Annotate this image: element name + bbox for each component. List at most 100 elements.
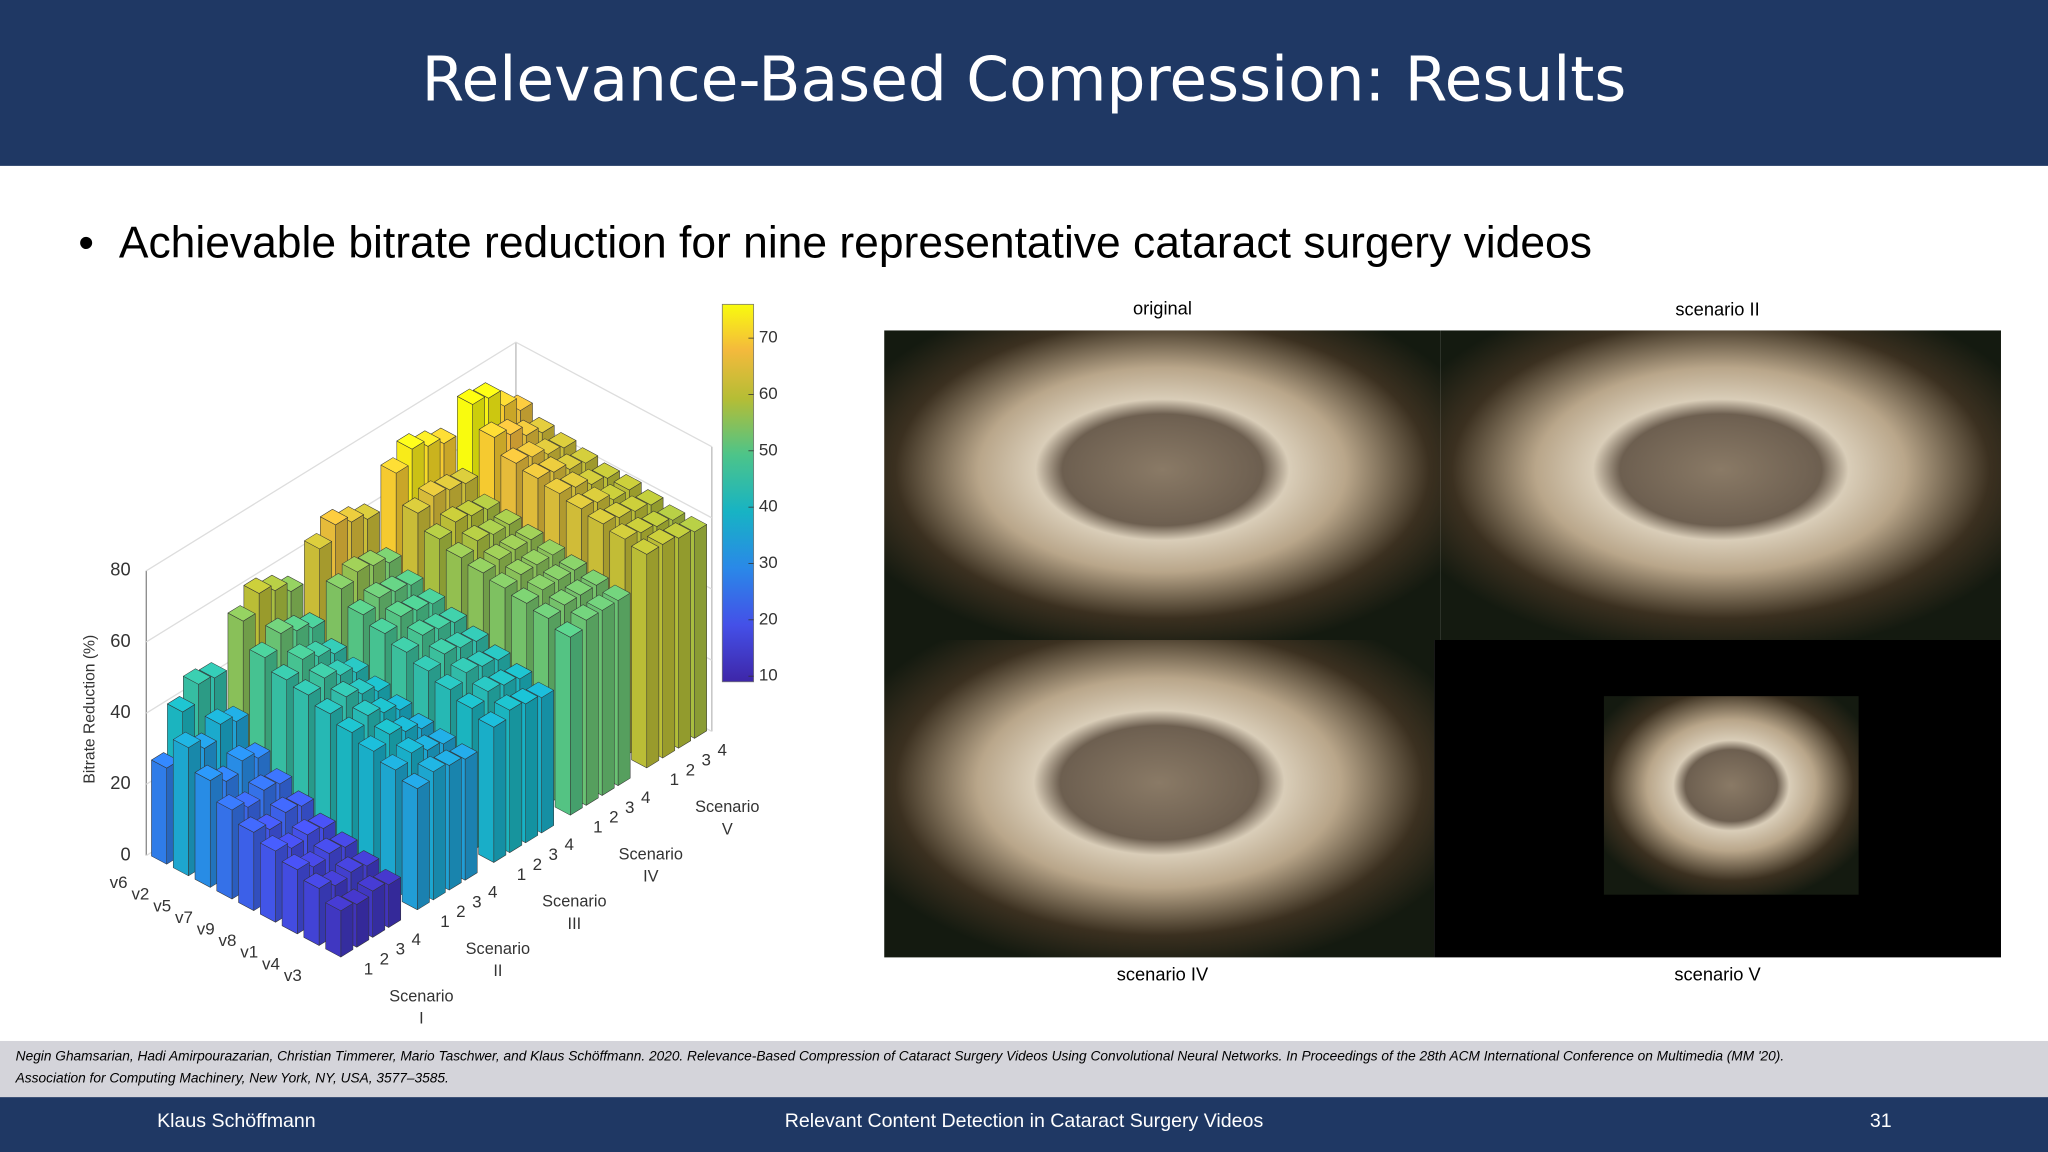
bar-face [356, 896, 370, 948]
bar-face [493, 508, 522, 525]
bar-face [183, 668, 211, 685]
bar-face [499, 533, 528, 551]
bar-face [260, 835, 288, 852]
bar [631, 538, 660, 769]
bar [401, 772, 430, 911]
bar-face [448, 757, 462, 891]
citation: Association for Computing Machinery, New… [15, 1070, 449, 1085]
bar-face [678, 530, 691, 749]
video-label: v3 [284, 966, 302, 985]
bar-face [172, 739, 189, 877]
video-label: v8 [219, 931, 237, 950]
bar-face [238, 816, 267, 833]
bar-face [358, 735, 387, 752]
scenario-label: Scenario [466, 940, 530, 958]
bar-face [619, 495, 648, 512]
bar-face [631, 545, 648, 769]
video-label: v1 [240, 943, 258, 962]
scenario-label: Scenario [695, 798, 759, 816]
bar-face [694, 524, 707, 739]
bar-face [460, 625, 489, 642]
scenario-label: III [568, 915, 582, 933]
bar-face [526, 681, 554, 698]
bar-face [380, 754, 408, 771]
bar-face [292, 679, 321, 696]
bar-face [591, 462, 620, 479]
bar-face [456, 692, 485, 709]
bar [478, 711, 507, 863]
scenario-label: Scenario [389, 987, 453, 1005]
bar-face [380, 457, 409, 474]
grid-line [145, 341, 713, 572]
bar-face [379, 575, 408, 592]
caption: scenario II [1675, 299, 1759, 320]
bar-face [428, 638, 457, 655]
bar-face [320, 508, 348, 526]
bar-face [248, 774, 277, 791]
eye-image [884, 640, 1435, 958]
level-label: 3 [625, 798, 634, 817]
bar-face [565, 492, 594, 510]
bar-face [457, 388, 485, 405]
scenario-label: I [419, 1009, 424, 1027]
bar-face [445, 541, 474, 559]
bar-face [388, 877, 402, 928]
citation: Negin Ghamsarian, Hadi Amirpourazarian, … [16, 1048, 1785, 1063]
bar-face [243, 577, 272, 594]
level-label: 2 [380, 950, 389, 969]
bar-face [423, 613, 451, 630]
bar-face [434, 673, 463, 691]
bar-face [369, 617, 398, 634]
bar-face [417, 781, 430, 911]
bar-face [525, 696, 539, 844]
bar-face [204, 708, 233, 725]
bar-face [417, 755, 446, 773]
bar-face [391, 636, 420, 653]
z-tick-label: 80 [110, 559, 130, 580]
caption: scenario V [1674, 964, 1761, 985]
bar-face [238, 823, 255, 911]
bar-face [216, 794, 245, 811]
bar-face [260, 842, 276, 923]
bar-face [424, 523, 453, 540]
bar-face [449, 743, 478, 760]
scenario-label: V [722, 820, 733, 838]
bar-face [548, 432, 577, 449]
header-band [0, 0, 2048, 166]
scenario-label: Scenario [542, 893, 606, 911]
colorbar-tick-label: 20 [759, 609, 778, 628]
level-label: 3 [472, 892, 481, 911]
bar-face [602, 584, 631, 601]
colorbar-tick-label: 30 [759, 553, 778, 572]
bar-face [432, 764, 446, 901]
bar-face [325, 573, 354, 590]
bar-face [560, 471, 588, 488]
colorbar-tick-label: 60 [759, 384, 778, 403]
bar-face [581, 486, 610, 503]
bar-face [440, 506, 468, 523]
bar-face [291, 819, 320, 836]
bar-face [663, 522, 691, 539]
level-label: 1 [517, 865, 526, 884]
bullet-text: Achievable bitrate reduction for nine re… [119, 218, 1592, 267]
level-label: 2 [456, 902, 465, 921]
bar-face [271, 664, 300, 681]
bar-face [538, 456, 567, 473]
bullet-dot: • [78, 218, 94, 267]
slide-title: Relevance-Based Compression: Results [422, 45, 1627, 116]
bar-face [570, 604, 599, 621]
video-label: v2 [131, 885, 149, 904]
bar-face [603, 501, 632, 518]
bar-face [374, 718, 403, 735]
bar-face [351, 850, 380, 867]
bar-face [363, 582, 392, 599]
eye-image [1603, 696, 1859, 895]
eye-image [884, 330, 1441, 640]
bar-face [401, 594, 430, 611]
bar-face [347, 599, 376, 616]
level-label: 2 [533, 855, 542, 874]
bar-face [372, 883, 386, 938]
bar-face [646, 546, 660, 769]
bar-face [303, 872, 332, 889]
bar-face [625, 517, 654, 534]
